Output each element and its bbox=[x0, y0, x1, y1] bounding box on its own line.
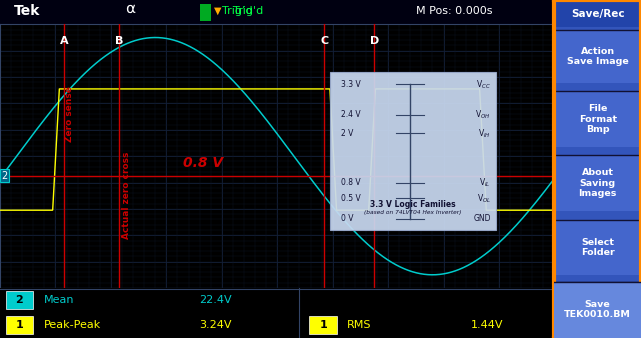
Text: 0.8 V: 0.8 V bbox=[183, 156, 223, 170]
Text: V$_{OL}$: V$_{OL}$ bbox=[476, 192, 491, 204]
Text: Zero sense: Zero sense bbox=[65, 86, 74, 142]
Text: Mean: Mean bbox=[44, 295, 75, 306]
Text: 1.44V: 1.44V bbox=[471, 320, 504, 330]
Text: D: D bbox=[370, 37, 379, 46]
Text: ⍺: ⍺ bbox=[125, 1, 135, 16]
Text: 2 V: 2 V bbox=[341, 129, 353, 138]
Bar bbox=[554, 282, 641, 338]
Text: 2.4 V: 2.4 V bbox=[341, 110, 361, 119]
Bar bbox=[554, 220, 641, 275]
Text: Save
TEK0010.BM: Save TEK0010.BM bbox=[564, 299, 631, 319]
Text: (based on 74LVT04 Hex Inverter): (based on 74LVT04 Hex Inverter) bbox=[364, 211, 462, 216]
Bar bbox=[6, 291, 33, 310]
Text: 0 V: 0 V bbox=[341, 214, 353, 223]
Text: 1: 1 bbox=[319, 320, 327, 330]
Bar bbox=[330, 72, 496, 230]
Bar bbox=[554, 0, 641, 27]
Bar bbox=[310, 316, 337, 334]
Text: 0.8 V: 0.8 V bbox=[341, 178, 361, 187]
Bar bbox=[554, 282, 641, 338]
Text: Trig’d: Trig’d bbox=[222, 6, 253, 16]
Text: 22.4V: 22.4V bbox=[199, 295, 232, 306]
Text: 0.5 V: 0.5 V bbox=[341, 194, 361, 203]
Text: Save/Rec: Save/Rec bbox=[571, 8, 624, 19]
Text: C: C bbox=[320, 37, 328, 46]
Text: Peak-Peak: Peak-Peak bbox=[44, 320, 102, 330]
Text: File
Format
Bmp: File Format Bmp bbox=[579, 104, 617, 134]
Text: Tek: Tek bbox=[14, 4, 40, 18]
Text: 3.3 V: 3.3 V bbox=[341, 80, 361, 89]
Text: V$_{IL}$: V$_{IL}$ bbox=[479, 176, 491, 189]
Text: Trig'd: Trig'd bbox=[233, 6, 263, 16]
Text: ▼: ▼ bbox=[213, 6, 221, 16]
Text: About
Saving
Images: About Saving Images bbox=[579, 168, 617, 198]
Bar bbox=[199, 4, 211, 21]
Text: 3.24V: 3.24V bbox=[199, 320, 232, 330]
Text: Action
Save Image: Action Save Image bbox=[567, 47, 629, 66]
Text: B: B bbox=[115, 37, 124, 46]
Text: V$_{OH}$: V$_{OH}$ bbox=[476, 108, 491, 121]
Text: GND: GND bbox=[473, 214, 491, 223]
Bar bbox=[554, 91, 641, 147]
Text: V$_{IH}$: V$_{IH}$ bbox=[478, 127, 491, 140]
Bar bbox=[554, 155, 641, 211]
Text: V$_{CC}$: V$_{CC}$ bbox=[476, 78, 491, 91]
Text: 3.3 V Logic Families: 3.3 V Logic Families bbox=[370, 200, 456, 209]
Text: 2: 2 bbox=[15, 295, 23, 306]
Text: 2: 2 bbox=[2, 171, 8, 181]
Text: 1: 1 bbox=[15, 320, 23, 330]
Text: A: A bbox=[60, 37, 68, 46]
Text: Select
Folder: Select Folder bbox=[581, 238, 615, 257]
Text: RMS: RMS bbox=[347, 320, 371, 330]
Text: Save
TEK0010.BM: Save TEK0010.BM bbox=[564, 300, 631, 320]
Text: M Pos: 0.000s: M Pos: 0.000s bbox=[416, 6, 492, 16]
Text: Actual zero cross: Actual zero cross bbox=[122, 152, 131, 239]
Bar bbox=[6, 316, 33, 334]
Bar bbox=[554, 30, 641, 83]
